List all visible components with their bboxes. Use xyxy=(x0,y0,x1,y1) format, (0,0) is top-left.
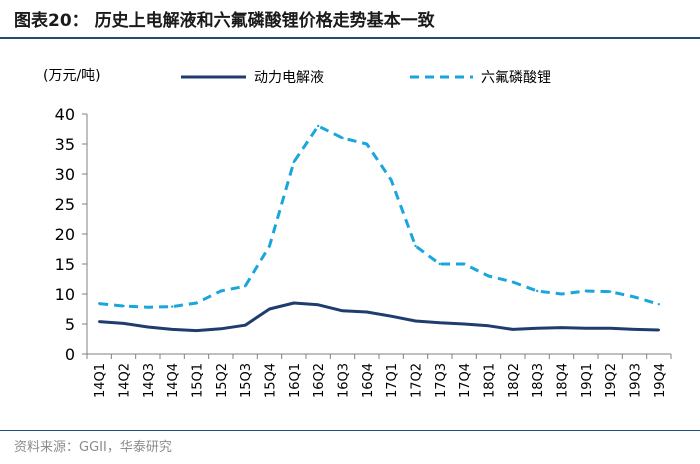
x-tick-label: 17Q1 xyxy=(385,363,400,398)
data-point-series-1 xyxy=(292,301,296,305)
data-point-series-2 xyxy=(389,178,393,182)
data-point-series-2 xyxy=(438,262,442,266)
x-tick-label: 15Q3 xyxy=(239,363,254,398)
data-point-series-2 xyxy=(657,303,661,306)
data-point-series-2 xyxy=(219,289,223,293)
data-point-series-2 xyxy=(97,302,101,305)
data-point-series-1 xyxy=(316,303,320,306)
y-tick-label: 0 xyxy=(65,345,75,364)
series-line-1 xyxy=(99,301,659,333)
data-point-series-1 xyxy=(438,321,442,324)
x-tick-label: 15Q2 xyxy=(215,363,230,398)
data-point-series-1 xyxy=(608,327,612,330)
data-point-series-2 xyxy=(243,285,247,288)
x-tick-label: 18Q4 xyxy=(556,363,571,398)
data-point-series-1 xyxy=(146,325,150,329)
title-divider xyxy=(0,37,700,39)
data-point-series-1 xyxy=(195,329,198,332)
data-point-series-2 xyxy=(487,274,490,278)
x-tick-label: 16Q2 xyxy=(312,363,327,398)
x-tick-label: 19Q3 xyxy=(629,363,644,398)
data-point-series-2 xyxy=(414,244,417,248)
data-point-series-1 xyxy=(97,320,101,323)
y-tick-label: 35 xyxy=(55,135,75,154)
y-axis-unit-label: (万元/吨) xyxy=(43,68,101,84)
y-tick-label: 20 xyxy=(55,225,75,244)
data-point-series-1 xyxy=(389,315,393,318)
data-point-series-1 xyxy=(341,309,344,312)
x-tick-label: 14Q4 xyxy=(166,363,181,398)
y-tick-label: 15 xyxy=(55,255,75,274)
legend-label-series-2: 六氟磷酸锂 xyxy=(481,70,551,86)
x-tick-label: 17Q4 xyxy=(458,363,473,398)
x-tick-label: 18Q2 xyxy=(507,363,522,398)
data-point-series-1 xyxy=(122,322,125,325)
data-point-series-2 xyxy=(560,292,563,296)
data-point-series-1 xyxy=(535,327,539,330)
data-point-series-1 xyxy=(633,328,636,331)
x-tick-label: 14Q2 xyxy=(118,363,133,398)
x-tick-label: 18Q3 xyxy=(531,363,546,398)
data-point-series-2 xyxy=(195,301,198,305)
data-point-series-2 xyxy=(122,304,125,308)
x-tick-label: 19Q4 xyxy=(653,363,668,398)
data-point-series-2 xyxy=(511,280,515,284)
x-tick-label: 16Q3 xyxy=(337,363,352,398)
x-tick-label: 14Q1 xyxy=(93,363,108,398)
data-point-series-1 xyxy=(243,324,247,327)
data-point-series-1 xyxy=(414,319,417,323)
data-point-series-2 xyxy=(462,262,466,266)
data-point-series-2 xyxy=(584,289,588,293)
y-tick-label: 30 xyxy=(55,165,75,184)
x-tick-label: 16Q1 xyxy=(288,363,303,398)
data-point-series-1 xyxy=(219,327,223,330)
legend-label-series-1: 动力电解液 xyxy=(254,70,324,86)
data-point-series-2 xyxy=(316,124,320,128)
data-point-series-1 xyxy=(170,328,174,331)
data-point-series-2 xyxy=(341,136,344,140)
data-point-series-2 xyxy=(268,244,271,248)
data-point-series-2 xyxy=(535,289,539,293)
source-note: 资料来源：GGII，华泰研究 xyxy=(14,440,172,455)
line-chart: (万元/吨) 动力电解液 六氟磷酸锂 0 5 10 15 20 25 30 35 40 14Q1 1… xyxy=(43,68,672,398)
data-point-series-1 xyxy=(511,328,515,331)
source-divider xyxy=(0,430,700,431)
data-point-series-1 xyxy=(487,324,490,327)
y-tick-label: 25 xyxy=(55,195,75,214)
x-tick-label: 17Q2 xyxy=(410,363,425,398)
x-tick-label: 15Q1 xyxy=(191,363,206,398)
data-point-series-1 xyxy=(462,322,466,326)
figure-title: 图表20： 历史上电解液和六氟磷酸锂价格走势基本一致 xyxy=(14,11,435,31)
x-tick-label: 19Q2 xyxy=(604,363,619,398)
data-point-series-2 xyxy=(292,160,296,164)
data-point-series-1 xyxy=(584,327,588,330)
x-tick-label: 15Q4 xyxy=(264,363,279,398)
x-tick-label: 17Q3 xyxy=(434,363,449,398)
y-tick-label: 5 xyxy=(65,315,75,334)
data-point-series-2 xyxy=(633,295,636,299)
y-tick-label: 10 xyxy=(55,285,75,304)
y-tick-label: 40 xyxy=(55,105,75,124)
data-point-series-2 xyxy=(365,142,369,146)
x-tick-label: 14Q3 xyxy=(142,363,157,398)
data-point-series-2 xyxy=(146,306,150,309)
data-point-series-1 xyxy=(365,310,369,314)
data-point-series-2 xyxy=(608,290,612,293)
x-tick-label: 18Q1 xyxy=(483,363,498,398)
x-tick-label: 16Q4 xyxy=(361,363,376,398)
x-tick-label: 19Q1 xyxy=(580,363,595,398)
data-point-series-1 xyxy=(657,328,661,332)
data-point-series-1 xyxy=(268,307,271,311)
data-point-series-1 xyxy=(560,326,563,329)
data-point-series-2 xyxy=(170,305,174,308)
series-line-2 xyxy=(99,124,660,309)
